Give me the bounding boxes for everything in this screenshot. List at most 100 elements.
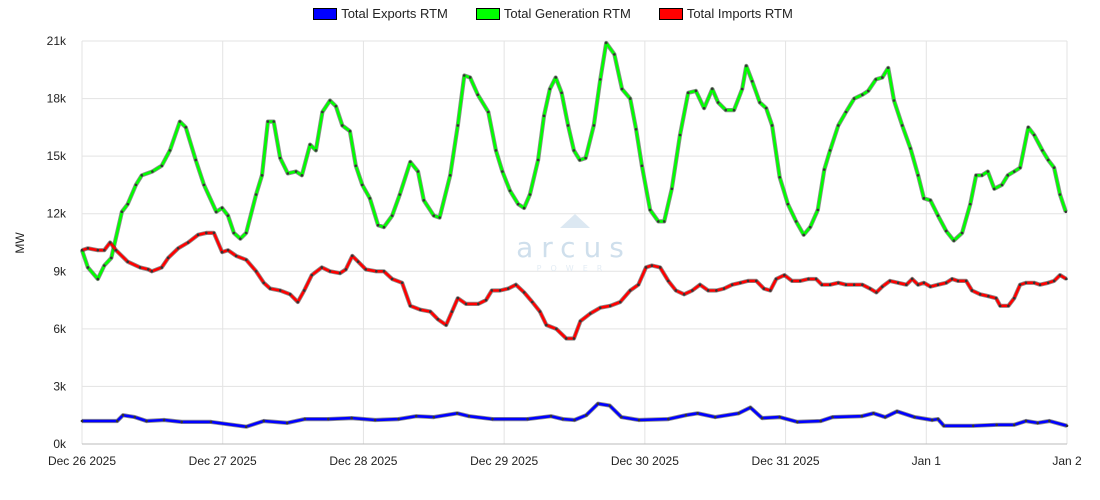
data-point — [121, 413, 125, 417]
data-point — [608, 304, 612, 308]
data-point — [874, 78, 878, 81]
data-point — [409, 304, 412, 308]
data-point — [860, 414, 864, 418]
data-point — [145, 419, 148, 423]
data-point — [794, 220, 798, 223]
data-point — [913, 415, 916, 419]
data-point — [272, 120, 276, 123]
data-point — [244, 258, 248, 262]
data-point — [416, 170, 420, 173]
data-point — [320, 266, 324, 269]
data-point — [448, 174, 452, 177]
data-point — [837, 281, 840, 285]
data-point — [604, 41, 608, 45]
data-point — [750, 80, 754, 83]
data-point — [545, 323, 548, 327]
data-point — [328, 99, 332, 102]
data-point — [1038, 283, 1042, 287]
data-point — [96, 277, 100, 281]
data-point — [186, 241, 190, 244]
data-point — [598, 78, 602, 81]
data-point — [986, 170, 990, 173]
data-point — [288, 293, 292, 296]
data-point — [80, 419, 84, 423]
data-point — [852, 283, 856, 287]
legend-item-exports[interactable]: Total Exports RTM — [313, 6, 448, 21]
data-point — [579, 319, 582, 323]
data-point — [628, 289, 632, 292]
y-tick-label: 18k — [47, 92, 67, 106]
data-point — [956, 279, 960, 283]
data-point — [816, 208, 820, 212]
data-point — [314, 149, 318, 152]
data-point — [526, 417, 529, 421]
legend-swatch-imports — [658, 7, 683, 20]
x-tick-label: Jan 1 — [912, 454, 942, 468]
data-point — [285, 421, 289, 425]
data-point — [872, 411, 875, 415]
data-point — [202, 183, 206, 187]
data-point — [900, 124, 904, 127]
data-point — [589, 312, 592, 315]
data-point — [866, 89, 870, 93]
data-point — [740, 87, 744, 91]
data-point — [508, 189, 512, 192]
data-point — [484, 298, 488, 302]
data-point — [1046, 158, 1050, 162]
data-point — [522, 206, 526, 210]
data-point — [382, 269, 386, 273]
legend-swatch-generation — [475, 7, 500, 20]
legend-item-imports[interactable]: Total Imports RTM — [658, 6, 793, 21]
grid — [81, 40, 1068, 445]
data-point — [456, 124, 460, 127]
data-point — [490, 289, 494, 292]
data-point — [895, 410, 899, 413]
data-point — [778, 415, 782, 419]
y-tick-label: 3k — [53, 379, 67, 393]
data-point — [444, 323, 448, 327]
data-point — [739, 281, 742, 285]
data-point — [160, 164, 164, 168]
data-point — [710, 87, 714, 91]
data-point — [667, 279, 670, 283]
data-point — [400, 281, 404, 285]
data-point — [844, 283, 848, 287]
x-tick-label: Dec 30 2025 — [611, 454, 679, 468]
chart-legend: Total Exports RTM Total Generation RTM T… — [0, 6, 1100, 21]
data-point — [102, 264, 106, 267]
data-point — [795, 420, 799, 424]
data-point — [698, 283, 702, 287]
data-point — [1032, 133, 1036, 137]
data-point — [1032, 281, 1036, 285]
data-point — [566, 124, 570, 127]
data-point — [278, 156, 282, 160]
data-point — [861, 93, 864, 97]
data-point — [302, 289, 306, 292]
data-point — [578, 158, 582, 162]
legend-item-generation[interactable]: Total Generation RTM — [475, 6, 631, 21]
data-point — [226, 248, 230, 252]
data-point — [650, 264, 654, 267]
data-point — [770, 124, 774, 127]
data-point — [126, 260, 130, 263]
data-point — [226, 214, 230, 217]
data-point — [86, 246, 90, 250]
data-point — [892, 99, 896, 102]
y-axis-label: MW — [13, 232, 27, 254]
data-point — [952, 239, 956, 242]
data-point — [596, 402, 600, 406]
data-point — [120, 210, 124, 214]
data-point — [96, 248, 100, 252]
data-point — [220, 250, 224, 254]
data-point — [390, 277, 394, 281]
data-point — [694, 89, 698, 93]
data-point — [828, 149, 832, 152]
data-point — [910, 277, 914, 281]
data-point — [1007, 304, 1010, 308]
data-point — [980, 174, 984, 177]
data-point — [341, 124, 344, 127]
data-point — [764, 106, 768, 110]
data-point — [1065, 424, 1069, 428]
data-point — [909, 147, 912, 150]
data-point — [861, 283, 864, 287]
